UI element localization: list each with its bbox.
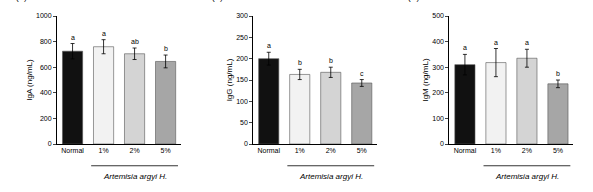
svg-text:5%: 5% — [357, 147, 367, 154]
svg-text:1%: 1% — [491, 147, 501, 154]
svg-text:ab: ab — [131, 38, 139, 45]
svg-text:2%: 2% — [522, 147, 532, 154]
svg-text:Normal: Normal — [257, 147, 280, 154]
svg-text:800: 800 — [40, 38, 52, 45]
svg-text:1%: 1% — [99, 147, 109, 154]
svg-text:400: 400 — [40, 89, 52, 96]
svg-text:200: 200 — [432, 89, 444, 96]
svg-text:0: 0 — [440, 140, 444, 147]
svg-text:300: 300 — [432, 64, 444, 71]
svg-text:2%: 2% — [130, 147, 140, 154]
svg-text:50: 50 — [240, 119, 248, 126]
svg-text:(A): (A) — [16, 0, 27, 2]
svg-text:IgA (ng/mL): IgA (ng/mL) — [25, 59, 34, 101]
svg-text:c: c — [360, 70, 364, 77]
svg-text:0: 0 — [48, 140, 52, 147]
svg-text:a: a — [525, 39, 529, 46]
svg-text:300: 300 — [236, 12, 248, 19]
svg-text:250: 250 — [236, 34, 248, 41]
svg-text:(C): (C) — [408, 0, 419, 2]
svg-text:b: b — [164, 45, 168, 52]
svg-text:400: 400 — [432, 38, 444, 45]
svg-text:Artemisia argyi H.: Artemisia argyi H. — [495, 172, 559, 181]
svg-text:100: 100 — [236, 98, 248, 105]
svg-text:Artemisia argyi H.: Artemisia argyi H. — [299, 172, 363, 181]
svg-text:b: b — [556, 70, 560, 77]
svg-text:500: 500 — [432, 12, 444, 19]
svg-text:a: a — [494, 39, 498, 46]
svg-text:a: a — [463, 44, 467, 51]
svg-text:2%: 2% — [326, 147, 336, 154]
svg-text:b: b — [329, 57, 333, 64]
svg-text:100: 100 — [432, 115, 444, 122]
svg-text:5%: 5% — [161, 147, 171, 154]
svg-text:IgM (ng/mL): IgM (ng/mL) — [421, 58, 430, 101]
svg-text:b: b — [298, 59, 302, 66]
svg-text:0: 0 — [244, 140, 248, 147]
svg-text:Artemisia argyi H.: Artemisia argyi H. — [103, 172, 167, 181]
svg-text:a: a — [102, 30, 106, 37]
svg-text:200: 200 — [236, 55, 248, 62]
svg-text:1%: 1% — [295, 147, 305, 154]
svg-text:1000: 1000 — [36, 12, 52, 19]
svg-text:(B): (B) — [212, 0, 223, 2]
svg-text:Normal: Normal — [454, 147, 477, 154]
svg-text:IgG (ng/mL): IgG (ng/mL) — [225, 58, 234, 101]
svg-text:a: a — [267, 42, 271, 49]
svg-text:5%: 5% — [553, 147, 563, 154]
svg-text:150: 150 — [236, 76, 248, 83]
svg-text:200: 200 — [40, 115, 52, 122]
svg-text:Normal: Normal — [61, 147, 84, 154]
svg-text:a: a — [71, 34, 75, 41]
svg-text:600: 600 — [40, 64, 52, 71]
